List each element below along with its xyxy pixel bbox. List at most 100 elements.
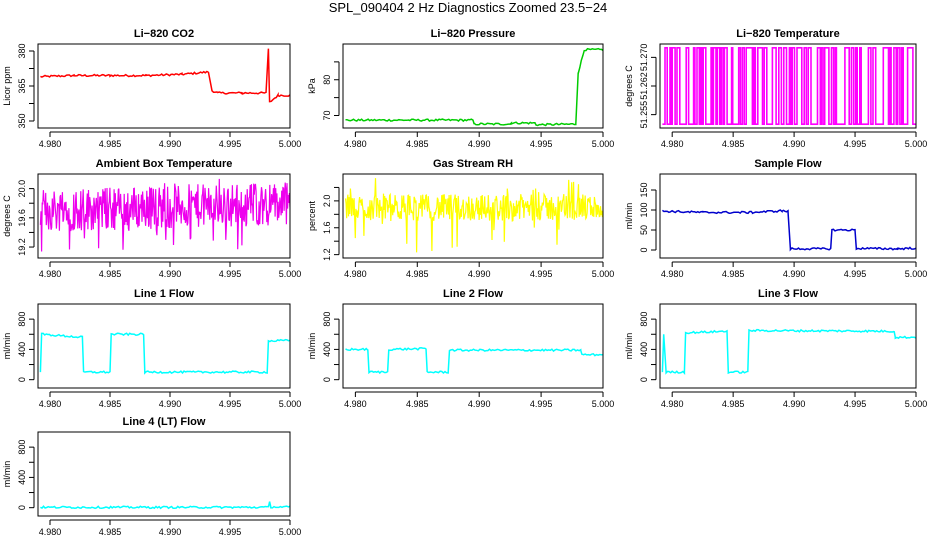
y-axis: 0 50 100 150 [639,182,657,253]
y-axis: 0 400 800 [17,440,35,510]
y-axis-label: Licor ppm [2,66,12,106]
x-tick-label: 4.995 [219,399,242,409]
plot-frame [342,173,604,259]
y-axis: 350 365 380 [17,43,35,129]
series-line [345,347,603,375]
y-tick-label: 800 [639,312,649,327]
x-tick-label: 5.000 [279,527,302,537]
series-line [661,209,916,252]
y-axis-label: percent [307,200,317,231]
y-tick-label: 150 [639,182,649,197]
y-axis: 0 400 800 [322,312,340,382]
series-group [661,328,916,375]
chart-title: Line 3 Flow [758,288,818,300]
plot-frame [659,173,917,259]
y-tick-label: 1.2 [322,248,332,261]
y-axis-label: ml/min [307,333,317,360]
series-line [345,47,603,127]
y-tick-label: 51.255 [639,101,649,129]
x-tick-label: 4.990 [783,269,806,279]
x-tick-label: 4.995 [530,139,553,149]
x-tick-label: 4.985 [722,399,745,409]
x-axis: 4.980 4.985 4.990 4.995 5.000 [344,261,615,279]
x-tick-label: 4.990 [468,399,491,409]
series-group [39,178,290,252]
x-tick-label: 4.985 [722,139,745,149]
x-tick-label: 4.995 [844,139,867,149]
chart-title: Line 1 Flow [134,288,194,300]
chart-panel-9: Line 3 Flow ml/min 4.980 4.985 4.990 4.995 5.0… [624,288,927,409]
x-tick-label: 4.990 [783,139,806,149]
x-tick-label: 4.990 [468,139,491,149]
x-tick-label: 5.000 [279,269,302,279]
chart-panel-2: Li−820 Pressure kPa 4.980 4.985 4.990 4.995 5.… [307,28,614,149]
plot-frame [659,43,917,129]
x-axis: 4.980 4.985 4.990 4.995 5.000 [661,131,928,149]
y-axis-label: degrees C [2,195,12,237]
x-tick-label: 4.985 [99,399,122,409]
x-tick-label: 5.000 [905,139,928,149]
y-tick-label: 70 [322,110,332,120]
plot-frame [659,303,917,389]
x-tick-label: 4.995 [219,139,242,149]
y-tick-label: 350 [17,113,27,128]
figure-title: SPL_090404 2 Hz Diagnostics Zoomed 23.5−… [328,0,608,15]
x-tick-label: 5.000 [592,269,615,279]
x-tick-label: 4.980 [661,269,684,279]
x-tick-label: 5.000 [279,399,302,409]
x-tick-label: 4.995 [844,399,867,409]
y-tick-label: 0 [639,247,649,252]
y-tick-label: 800 [17,440,27,455]
x-tick-label: 4.985 [99,527,122,537]
plot-frame [37,431,291,517]
x-tick-label: 4.995 [219,269,242,279]
x-tick-label: 4.985 [406,399,429,409]
x-tick-label: 5.000 [592,139,615,149]
x-tick-label: 4.990 [783,399,806,409]
chart-panel-7: Line 1 Flow ml/min 4.980 4.985 4.990 4.995 5.0… [2,288,301,409]
chart-title: Line 4 (LT) Flow [123,416,206,428]
chart-panel-5: Gas Stream RH percent 4.980 4.985 4.990 4.995… [307,158,614,279]
y-tick-label: 380 [17,43,27,58]
x-tick-label: 4.980 [344,269,367,279]
x-tick-label: 4.980 [661,139,684,149]
x-tick-label: 4.985 [722,269,745,279]
x-tick-label: 4.990 [468,269,491,279]
y-tick-label: 51.262 [639,72,649,100]
series-group [40,48,290,103]
x-tick-label: 5.000 [905,399,928,409]
series-group [344,178,603,253]
x-tick-label: 4.980 [39,527,62,537]
y-tick-label: 0 [639,377,649,382]
x-tick-label: 4.995 [530,269,553,279]
series-line [344,178,603,253]
y-axis-label: ml/min [2,333,12,360]
x-tick-label: 5.000 [592,399,615,409]
chart-panel-8: Line 2 Flow ml/min 4.980 4.985 4.990 4.995 5.0… [307,288,614,409]
y-tick-label: 50 [639,225,649,235]
series-line [39,332,290,375]
x-axis: 4.980 4.985 4.990 4.995 5.000 [39,131,301,149]
x-tick-label: 4.990 [159,269,182,279]
x-tick-label: 4.990 [159,527,182,537]
x-axis: 4.980 4.985 4.990 4.995 5.000 [39,391,302,409]
chart-panel-6: Sample Flow ml/min 4.980 4.985 4.990 4.995 5.0… [624,158,927,279]
plot-frame [342,43,604,129]
x-tick-label: 4.985 [99,139,122,149]
series-group [39,332,290,375]
chart-title: Line 2 Flow [443,288,503,300]
x-axis: 4.980 4.985 4.990 4.995 5.000 [39,261,302,279]
x-tick-label: 4.990 [159,399,182,409]
y-tick-label: 1.6 [322,222,332,235]
y-tick-label: 400 [639,342,649,357]
plot-frame [342,303,604,389]
chart-panel-1: Li−820 CO2 Licor ppm 4.980 4.985 4.990 4.995 5… [2,28,301,149]
y-tick-label: 20.0 [17,180,27,198]
chart-title: Ambient Box Temperature [96,158,233,170]
y-tick-label: 400 [17,342,27,357]
x-tick-label: 4.995 [844,269,867,279]
series-group [661,209,916,252]
